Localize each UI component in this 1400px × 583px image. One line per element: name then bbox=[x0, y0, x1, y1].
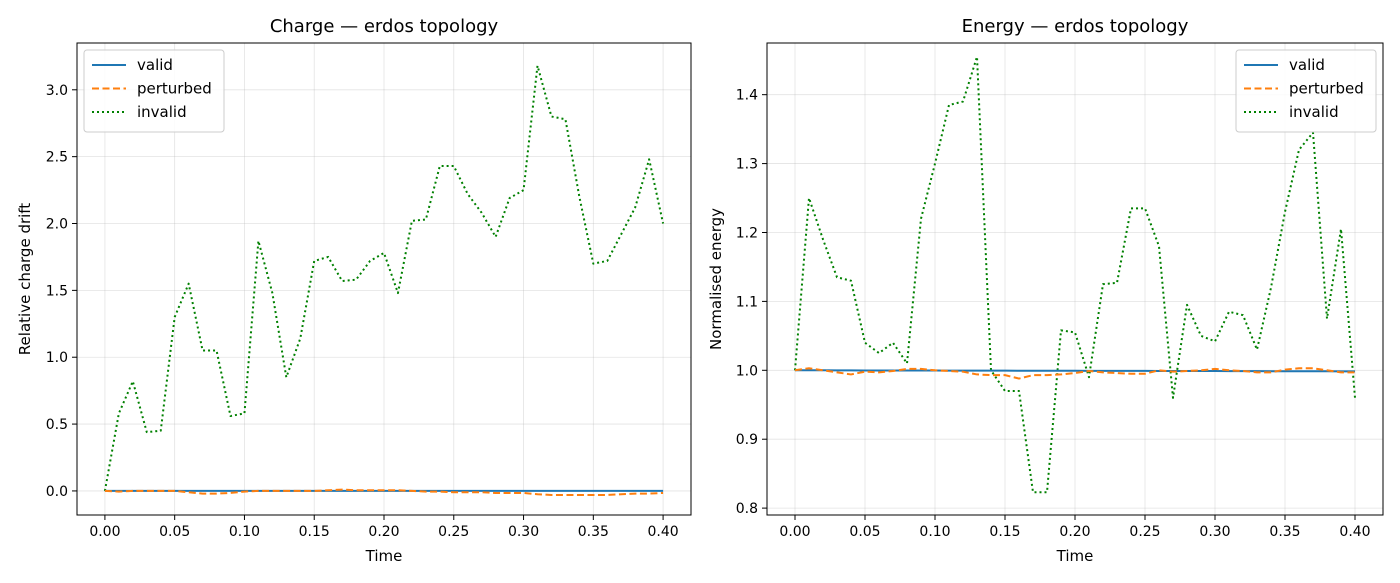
series-lines bbox=[794, 55, 1356, 494]
series-line-perturbed bbox=[104, 488, 664, 496]
x-tick-label: 0.35 bbox=[1269, 524, 1300, 540]
y-tick-label: 1.0 bbox=[46, 350, 68, 366]
x-tick-label: 0.20 bbox=[368, 524, 399, 540]
y-tick-label: 1.3 bbox=[736, 157, 758, 173]
y-tick-label: 1.1 bbox=[736, 294, 758, 310]
y-axis-label: Normalised energy bbox=[707, 208, 725, 350]
legend-label-valid: valid bbox=[137, 56, 173, 74]
y-axis-label: Relative charge drift bbox=[16, 203, 34, 355]
x-axis-label: Time bbox=[365, 547, 403, 565]
y-tick-label: 2.5 bbox=[46, 150, 68, 166]
legend: valid perturbed invalid bbox=[1235, 49, 1377, 133]
y-tick-label: 1.2 bbox=[736, 225, 758, 241]
legend-label-invalid: invalid bbox=[1289, 103, 1339, 121]
y-tick-label: 0.9 bbox=[736, 432, 758, 448]
x-tick-label: 0.25 bbox=[438, 524, 469, 540]
series-line-invalid bbox=[794, 55, 1356, 494]
y-tick-label: 2.0 bbox=[46, 217, 68, 233]
charge-chart: Charge — erdos topology Time Relative ch… bbox=[16, 16, 692, 565]
x-tick-label: 0.00 bbox=[89, 524, 120, 540]
legend-label-invalid: invalid bbox=[137, 103, 187, 121]
y-tick-label: 3.0 bbox=[46, 83, 68, 99]
y-tick-label: 0.8 bbox=[736, 501, 758, 517]
x-tick-label: 0.40 bbox=[1339, 524, 1370, 540]
y-tick-label: 1.0 bbox=[736, 363, 758, 379]
x-axis-label: Time bbox=[1056, 547, 1094, 565]
series-line-valid bbox=[795, 369, 1355, 373]
x-tick-label: 0.15 bbox=[989, 524, 1020, 540]
x-tick-label: 0.05 bbox=[849, 524, 880, 540]
legend-label-valid: valid bbox=[1289, 56, 1325, 74]
y-tick-label: 0.5 bbox=[46, 417, 68, 433]
chart-title: Charge — erdos topology bbox=[270, 16, 499, 37]
x-tick-label: 0.30 bbox=[1199, 524, 1230, 540]
x-tick-label: 0.10 bbox=[229, 524, 260, 540]
series-line-invalid bbox=[103, 64, 665, 492]
y-tick-label: 1.5 bbox=[46, 283, 68, 299]
energy-chart: Energy — erdos topology Time Normalised … bbox=[707, 16, 1384, 565]
y-tick-label: 0.0 bbox=[46, 484, 68, 500]
series-lines bbox=[103, 64, 665, 496]
x-tick-label: 0.30 bbox=[508, 524, 539, 540]
x-tick-label: 0.35 bbox=[578, 524, 609, 540]
x-tick-label: 0.15 bbox=[299, 524, 330, 540]
x-tick-label: 0.40 bbox=[648, 524, 679, 540]
gridlines bbox=[77, 43, 691, 515]
chart-title: Energy — erdos topology bbox=[962, 16, 1189, 37]
x-tick-label: 0.25 bbox=[1129, 524, 1160, 540]
x-tick-label: 0.10 bbox=[919, 524, 950, 540]
y-tick-label: 1.4 bbox=[736, 88, 758, 104]
legend-label-perturbed: perturbed bbox=[137, 80, 212, 98]
x-tick-label: 0.05 bbox=[159, 524, 190, 540]
legend-label-perturbed: perturbed bbox=[1289, 80, 1364, 98]
x-tick-label: 0.20 bbox=[1059, 524, 1090, 540]
x-tick-label: 0.00 bbox=[779, 524, 810, 540]
legend: valid perturbed invalid bbox=[83, 49, 225, 133]
